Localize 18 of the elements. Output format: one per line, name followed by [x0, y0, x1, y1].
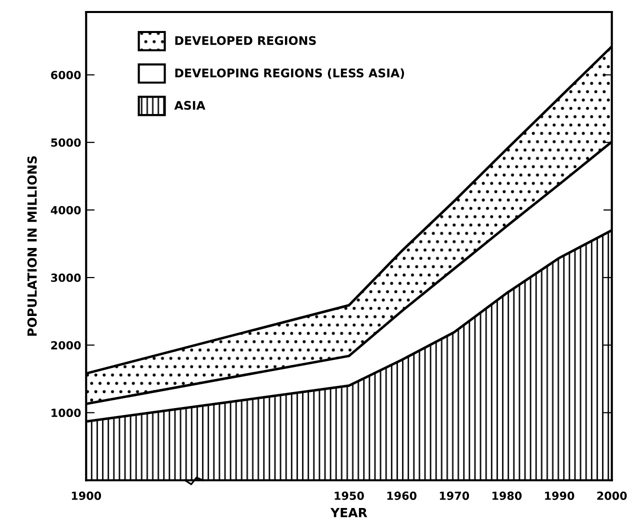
y-tick-label: 5000	[51, 138, 81, 147]
x-tick-label: 1980	[492, 492, 522, 500]
legend-label: DEVELOPING REGIONS (LESS ASIA)	[175, 68, 404, 79]
y-tick-label: 2000	[51, 341, 81, 350]
x-tick-label: 1950	[334, 492, 364, 500]
x-tick-label: 1900	[72, 492, 102, 500]
x-axis-title: YEAR	[330, 508, 368, 518]
legend-label: DEVELOPED REGIONS	[175, 36, 316, 46]
x-tick-label: 2000	[597, 492, 627, 500]
x-tick-label: 1960	[387, 492, 416, 500]
y-tick-label: 1000	[52, 408, 81, 418]
y-tick-label: 6000	[51, 70, 81, 80]
x-tick-label: 1970	[440, 492, 470, 500]
x-tick-label: 1990	[545, 492, 574, 500]
legend-label: ASIA	[174, 100, 206, 110]
y-axis-title: POPULATION IN MILLIONS	[27, 156, 37, 336]
y-tick-label: 3000	[51, 274, 81, 282]
y-tick-label: 4000	[50, 206, 81, 214]
